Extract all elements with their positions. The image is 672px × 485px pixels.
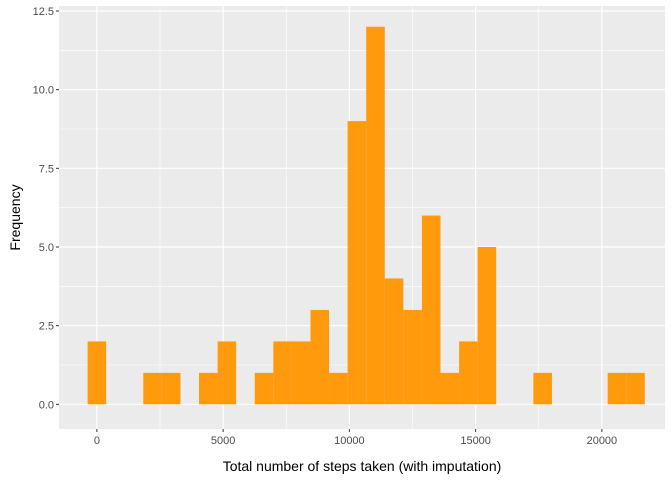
histogram-bar <box>403 309 422 405</box>
x-tick-label: 0 <box>94 435 100 447</box>
histogram-bar <box>161 372 181 405</box>
y-axis-title: Frequency <box>7 184 23 250</box>
x-tick-label: 10000 <box>334 435 365 447</box>
histogram-bar <box>440 372 460 405</box>
x-tick-label: 20000 <box>587 435 618 447</box>
histogram-bar <box>254 372 274 405</box>
histogram-bar <box>477 247 497 405</box>
histogram-bar <box>347 121 367 405</box>
x-axis: 0 5000 10000 15000 20000 <box>94 429 617 447</box>
histogram-bar <box>273 341 292 405</box>
histogram-bar <box>626 372 645 405</box>
histogram-bar <box>310 309 330 405</box>
histogram-bar <box>291 341 311 405</box>
x-tick-label: 15000 <box>460 435 491 447</box>
histogram-bar <box>143 372 162 405</box>
histogram-bars <box>87 26 645 405</box>
histogram-bar <box>384 278 404 405</box>
x-axis-title: Total number of steps taken (with imputa… <box>223 458 502 474</box>
x-tick-label: 5000 <box>211 435 235 447</box>
histogram-bar <box>607 372 627 405</box>
y-tick-label: 5.0 <box>39 242 54 254</box>
y-tick-label: 10.0 <box>33 85 54 97</box>
histogram-bar <box>366 26 385 405</box>
y-tick-label: 2.5 <box>39 321 54 333</box>
histogram-bar <box>217 341 237 405</box>
y-tick-label: 0.0 <box>39 399 54 411</box>
histogram-bar <box>87 341 107 405</box>
y-axis: 0.0 2.5 5.0 7.5 10.0 12.5 <box>33 6 59 411</box>
histogram-bar <box>199 372 218 405</box>
histogram-bar <box>533 372 552 405</box>
histogram-bar <box>329 372 348 405</box>
histogram-bar <box>459 341 478 405</box>
y-tick-label: 12.5 <box>33 6 54 18</box>
y-tick-label: 7.5 <box>39 163 54 175</box>
histogram-bar <box>421 215 441 405</box>
